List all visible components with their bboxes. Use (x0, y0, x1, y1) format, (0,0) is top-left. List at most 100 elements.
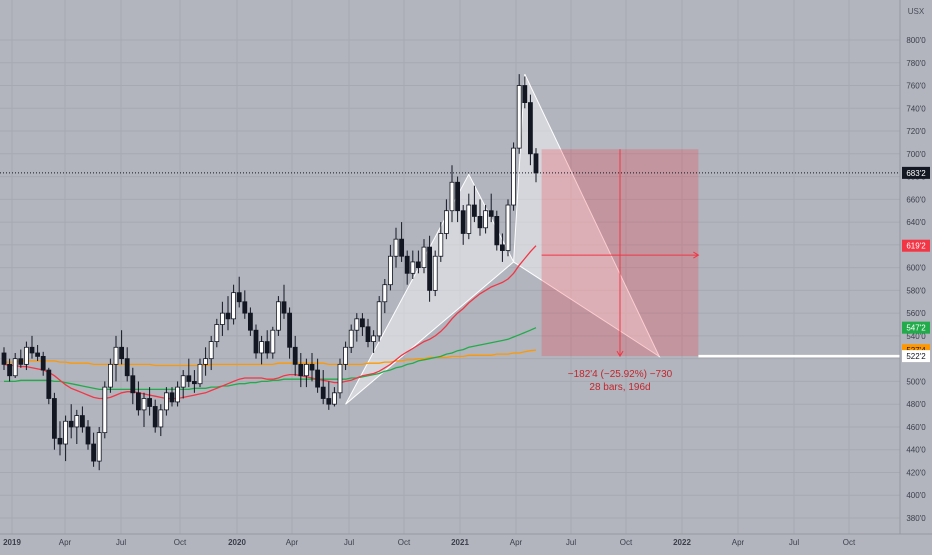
price-tick-label: 720'0 (906, 127, 926, 136)
candle (85, 420, 91, 450)
price-tick-label: 700'0 (906, 150, 926, 159)
price-badge-label: 547'2 (906, 324, 926, 333)
price-tick-label: 500'0 (906, 377, 926, 386)
candle (483, 205, 489, 234)
time-tick-label: Jul (566, 538, 576, 547)
candle-body-up (12, 358, 18, 377)
price-tick-label: 420'0 (906, 468, 926, 477)
candle (477, 199, 483, 236)
candle (169, 387, 175, 407)
candle (533, 148, 539, 183)
measure-tool-box[interactable] (541, 149, 700, 358)
candle (499, 233, 505, 262)
candle-body-down (119, 346, 124, 360)
grid-lines (0, 0, 900, 534)
ma-line-green (4, 327, 537, 391)
candle (57, 421, 63, 456)
candle-body-up (74, 415, 80, 428)
time-tick-label: Oct (843, 538, 856, 547)
candle-body-up (421, 246, 427, 269)
candle (410, 250, 416, 279)
candle-body-up (449, 181, 455, 212)
candle (225, 296, 231, 331)
candlestick-series (1, 74, 539, 471)
candle-body-down (152, 406, 158, 428)
candle (415, 250, 421, 274)
candle-body-down (287, 312, 293, 348)
candle (382, 279, 388, 314)
candle (466, 193, 472, 240)
candle (399, 222, 405, 262)
candle-body-up (231, 292, 237, 320)
price-badge: 547'2 (902, 321, 930, 334)
price-badge-bg (902, 166, 930, 179)
candle (96, 426, 102, 471)
candle (404, 250, 410, 285)
price-tick-label: 440'0 (906, 446, 926, 455)
candle-body-down (298, 363, 304, 377)
price-tick-label: 540'0 (906, 332, 926, 341)
candle (292, 335, 298, 376)
price-axis[interactable]: USX (899, 0, 932, 550)
candle (18, 349, 24, 368)
price-tick-label: 780'0 (906, 59, 926, 68)
candle (449, 165, 455, 223)
candle-body-up (63, 420, 68, 445)
candle-body-up (158, 409, 164, 428)
candle-body-up (371, 335, 377, 342)
time-tick-label: Jul (116, 538, 126, 547)
candle (219, 301, 225, 336)
candle-body-up (208, 341, 214, 360)
candle (298, 352, 304, 388)
measure-label-bars: 28 bars, 196d (589, 382, 650, 393)
candle-body-up (483, 210, 489, 229)
candle-body-up (466, 204, 472, 234)
candle (141, 392, 147, 427)
candle (197, 358, 203, 388)
candle-body-up (275, 301, 281, 331)
price-tick-label: 600'0 (906, 264, 926, 273)
candle (427, 235, 433, 302)
candle-body-down (281, 301, 287, 314)
candle-body-down (46, 369, 52, 399)
candle (253, 324, 259, 359)
candle (135, 381, 141, 416)
candle-body-up (23, 346, 29, 365)
candle-body-down (309, 363, 315, 371)
time-tick-label: 2019 (3, 538, 21, 547)
candle-body-up (393, 238, 399, 257)
candle (158, 404, 164, 437)
candle (471, 185, 477, 223)
price-tick-label: 480'0 (906, 400, 926, 409)
candle (35, 345, 40, 361)
candle (376, 296, 382, 342)
candle (23, 341, 29, 371)
candle (455, 176, 461, 223)
time-tick-label: Apr (286, 538, 299, 547)
candle-body-down (415, 261, 421, 269)
time-tick-label: 2020 (228, 538, 246, 547)
candle (113, 335, 119, 382)
candle-body-down (191, 381, 197, 385)
candle-body-down (399, 238, 405, 257)
candle (231, 284, 237, 325)
candle-body-down (68, 420, 74, 428)
candle-body-down (471, 204, 477, 217)
candle-body-up (203, 358, 209, 365)
candle-body-down (477, 216, 483, 229)
measure-labels: −182'4 (−25.92%) −730 28 bars, 196d (568, 369, 673, 393)
overlay-lines (0, 172, 900, 358)
candle (287, 307, 293, 359)
measure-arrow-right (693, 251, 700, 259)
candle (259, 335, 265, 365)
candle-body-up (343, 346, 349, 365)
candle (365, 318, 371, 348)
time-axis[interactable] (0, 533, 932, 550)
candle-body-down (494, 216, 500, 246)
candle (264, 330, 270, 359)
price-badge-bg (902, 350, 930, 363)
price-badge-bg (902, 239, 930, 252)
candle (303, 358, 309, 388)
